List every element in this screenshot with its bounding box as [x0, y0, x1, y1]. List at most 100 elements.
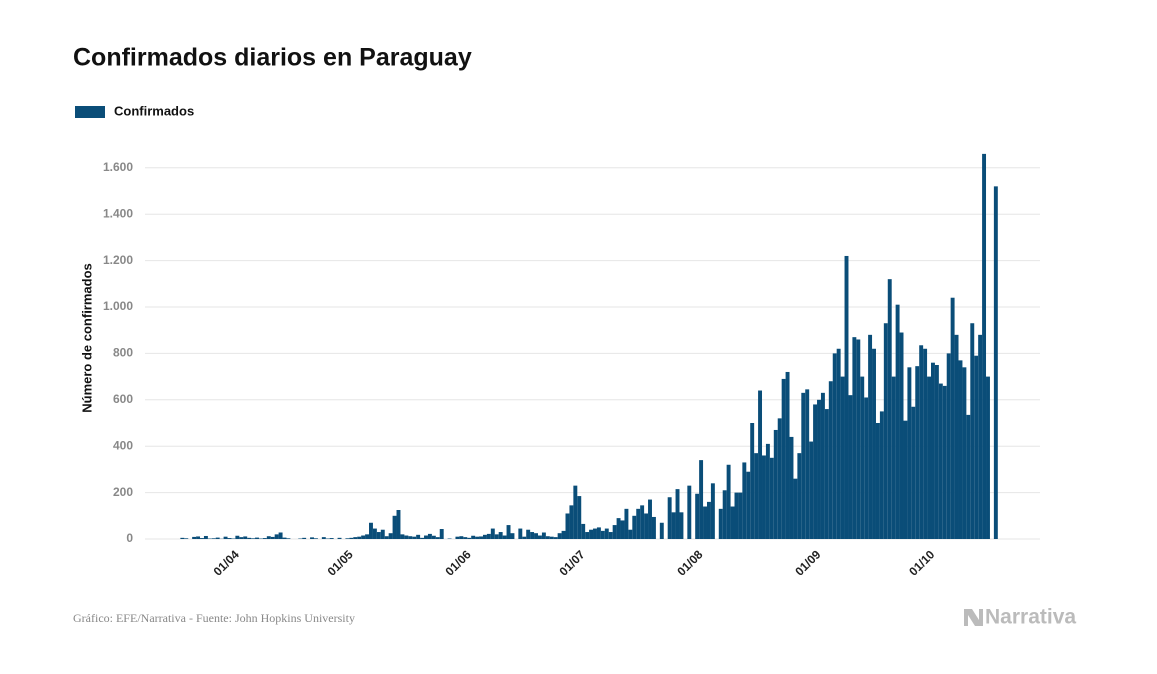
bar [628, 529, 633, 539]
bar [620, 520, 625, 539]
bar [274, 534, 279, 539]
y-tick-label: 0 [126, 531, 133, 545]
bar [864, 397, 869, 539]
bar [966, 414, 971, 539]
bar [899, 332, 904, 539]
bar [942, 385, 947, 539]
bar [321, 537, 326, 539]
bar [970, 323, 975, 539]
bar [270, 536, 275, 539]
bar [565, 513, 570, 539]
bar [911, 406, 916, 539]
bar [887, 279, 892, 539]
legend-swatch [75, 106, 105, 118]
bar [538, 535, 542, 539]
bar [954, 334, 959, 539]
bar [958, 360, 963, 539]
bar [879, 411, 884, 539]
bar [227, 538, 232, 539]
y-tick-label: 1.400 [103, 206, 133, 220]
bar [463, 537, 468, 539]
bar [860, 376, 865, 539]
bar [593, 528, 597, 539]
bar [365, 534, 370, 539]
bar [856, 339, 861, 539]
bar [844, 255, 849, 539]
bar [388, 533, 393, 539]
bar [703, 506, 707, 539]
bar [475, 536, 480, 539]
bar [530, 532, 535, 539]
bar [549, 536, 554, 539]
bar [710, 483, 715, 539]
y-axis-label: Número de confirmados [79, 263, 94, 413]
chart-title: Confirmados diarios en Paraguay [73, 44, 472, 72]
bar [903, 420, 908, 539]
bar [762, 455, 766, 539]
bar [746, 471, 751, 539]
bar [239, 537, 244, 539]
bar [310, 537, 314, 539]
bar [337, 537, 342, 539]
bar [278, 532, 283, 539]
bar [196, 536, 201, 539]
source-note: Gráfico: EFE/Narrativa - Fuente: John Ho… [73, 611, 355, 625]
bar [927, 376, 931, 539]
bar [820, 392, 825, 539]
bar [750, 423, 755, 539]
bar [919, 345, 924, 539]
brand-name: Narrativa [985, 606, 1076, 629]
bar [738, 492, 743, 539]
bar [510, 533, 515, 539]
bar [632, 515, 637, 539]
bar [490, 528, 495, 539]
bar [868, 334, 873, 539]
bar [235, 535, 240, 539]
bar [541, 532, 546, 539]
bar [518, 528, 523, 539]
bar [431, 535, 436, 539]
bar [734, 492, 739, 539]
bar [600, 530, 605, 539]
bar [282, 537, 287, 539]
bar [872, 348, 876, 539]
bar [852, 337, 857, 539]
bar [679, 512, 684, 539]
bar [883, 323, 888, 539]
bar [498, 532, 503, 539]
bar [192, 536, 197, 539]
brand-logo: Narrativa [964, 606, 1076, 629]
bar [203, 535, 208, 539]
bar [644, 513, 649, 539]
bar [986, 376, 990, 539]
legend-label: Confirmados [114, 103, 194, 118]
bar [754, 453, 759, 539]
bar [424, 535, 428, 539]
bar [569, 505, 574, 539]
bar [915, 366, 920, 539]
bar [699, 460, 704, 539]
bar [573, 485, 578, 539]
bar [581, 523, 586, 539]
bar [408, 536, 413, 539]
bar [993, 186, 998, 540]
bar [722, 490, 727, 539]
bar [962, 367, 967, 539]
bar [758, 390, 763, 539]
bar [974, 355, 979, 539]
bar [636, 508, 641, 539]
bar [793, 478, 798, 539]
bar [805, 389, 810, 539]
bar [612, 525, 617, 539]
bar [486, 533, 491, 539]
bar [813, 404, 818, 539]
bar [934, 365, 939, 539]
bar [435, 537, 440, 539]
bar [361, 535, 366, 539]
bar [667, 497, 672, 539]
bar [797, 453, 802, 539]
bar [400, 534, 405, 539]
bar [718, 508, 723, 539]
bar [659, 522, 664, 539]
